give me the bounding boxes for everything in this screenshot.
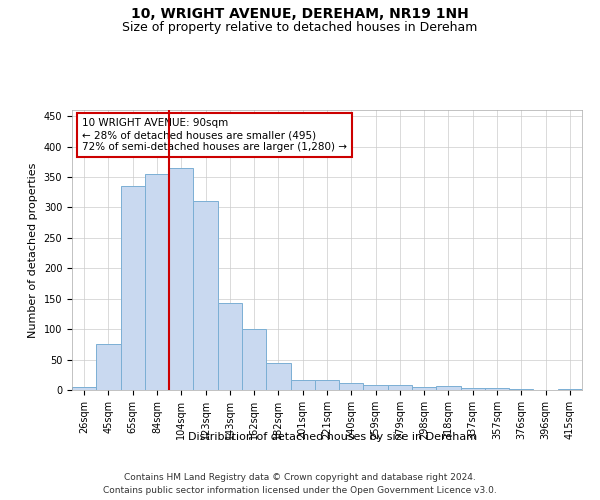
Bar [558, 389, 582, 390]
Bar [388, 384, 412, 390]
Bar [461, 388, 485, 390]
Bar [315, 380, 339, 390]
Y-axis label: Number of detached properties: Number of detached properties [28, 162, 38, 338]
Bar [121, 186, 145, 390]
Bar [169, 168, 193, 390]
Bar [218, 303, 242, 390]
Text: 10 WRIGHT AVENUE: 90sqm
← 28% of detached houses are smaller (495)
72% of semi-d: 10 WRIGHT AVENUE: 90sqm ← 28% of detache… [82, 118, 347, 152]
Text: Size of property relative to detached houses in Dereham: Size of property relative to detached ho… [122, 21, 478, 34]
Bar [72, 387, 96, 390]
Bar [364, 384, 388, 390]
Bar [290, 380, 315, 390]
Text: Contains HM Land Registry data © Crown copyright and database right 2024.
Contai: Contains HM Land Registry data © Crown c… [103, 474, 497, 495]
Bar [485, 388, 509, 390]
Bar [242, 329, 266, 390]
Text: 10, WRIGHT AVENUE, DEREHAM, NR19 1NH: 10, WRIGHT AVENUE, DEREHAM, NR19 1NH [131, 8, 469, 22]
Bar [145, 174, 169, 390]
Bar [193, 202, 218, 390]
Bar [436, 386, 461, 390]
Bar [339, 384, 364, 390]
Text: Distribution of detached houses by size in Dereham: Distribution of detached houses by size … [188, 432, 478, 442]
Bar [266, 362, 290, 390]
Bar [412, 387, 436, 390]
Bar [96, 344, 121, 390]
